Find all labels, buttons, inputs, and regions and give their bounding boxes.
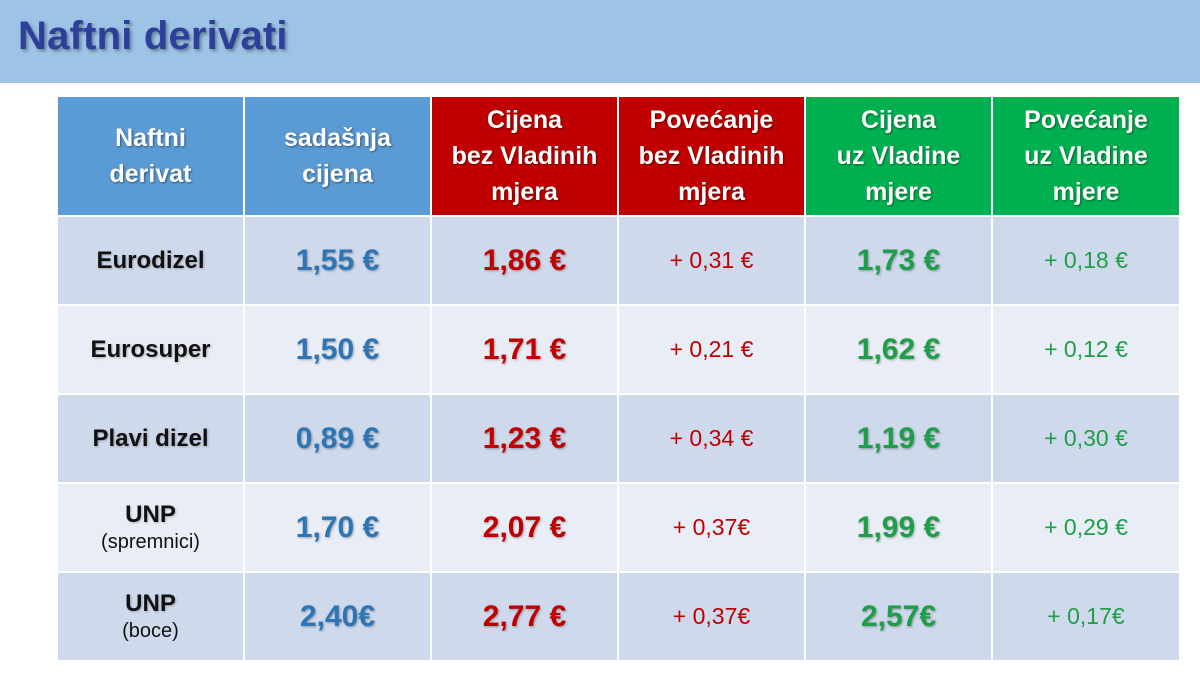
price-without-cell: 2,07 €	[430, 482, 619, 573]
increase-without-cell: + 0,34 €	[617, 393, 806, 484]
table-row: UNP (spremnici) 1,70 € 2,07 € + 0,37€ 1,…	[56, 482, 1181, 573]
header-increase-with-measures: Povećanje uz Vladine mjere	[991, 95, 1181, 217]
derivative-name: Plavi dizel	[92, 424, 209, 452]
derivative-cell: UNP (boce)	[56, 571, 245, 662]
table-row: Eurodizel 1,55 € 1,86 € + 0,31 € 1,73 € …	[56, 215, 1181, 306]
price-with-measures: 1,19 €	[856, 421, 941, 455]
increase-with-measures: + 0,17€	[1047, 603, 1125, 629]
header-derivative: Naftni derivat	[56, 95, 245, 217]
derivative-cell: UNP (spremnici)	[56, 482, 245, 573]
table-row: Plavi dizel 0,89 € 1,23 € + 0,34 € 1,19 …	[56, 393, 1181, 484]
price-without-cell: 1,23 €	[430, 393, 619, 484]
price-without-cell: 2,77 €	[430, 571, 619, 662]
current-price: 1,50 €	[295, 332, 380, 366]
price-without-cell: 1,86 €	[430, 215, 619, 306]
increase-with-cell: + 0,30 €	[991, 393, 1181, 484]
current-price: 1,55 €	[295, 243, 380, 277]
derivative-cell: Plavi dizel	[56, 393, 245, 484]
derivative-name: UNP	[125, 500, 176, 528]
increase-with-cell: + 0,18 €	[991, 215, 1181, 306]
price-with-cell: 2,57€	[804, 571, 993, 662]
table-row: Eurosuper 1,50 € 1,71 € + 0,21 € 1,62 € …	[56, 304, 1181, 395]
price-with-measures: 1,73 €	[856, 243, 941, 277]
increase-without-measures: + 0,37€	[672, 603, 751, 629]
header-price-with-measures: Cijena uz Vladine mjere	[804, 95, 993, 217]
price-with-measures: 2,57€	[860, 599, 937, 633]
price-table: Naftni derivat sadašnja cijena Cijena be…	[56, 95, 1181, 662]
derivative-cell: Eurosuper	[56, 304, 245, 395]
increase-without-measures: + 0,37€	[672, 514, 751, 540]
price-without-measures: 1,86 €	[482, 243, 567, 277]
increase-with-cell: + 0,17€	[991, 571, 1181, 662]
header-increase-without-measures: Povećanje bez Vladinih mjera	[617, 95, 806, 217]
derivative-name: Eurodizel	[96, 246, 205, 274]
price-without-measures: 1,23 €	[482, 421, 567, 455]
derivative-subtitle: (boce)	[122, 619, 179, 642]
derivative-subtitle: (spremnici)	[101, 530, 200, 553]
title-bar	[0, 0, 1200, 83]
increase-without-cell: + 0,37€	[617, 482, 806, 573]
increase-without-cell: + 0,21 €	[617, 304, 806, 395]
increase-without-cell: + 0,37€	[617, 571, 806, 662]
table-header-row: Naftni derivat sadašnja cijena Cijena be…	[56, 95, 1181, 217]
price-with-cell: 1,99 €	[804, 482, 993, 573]
current-price-cell: 1,55 €	[243, 215, 432, 306]
price-with-cell: 1,19 €	[804, 393, 993, 484]
increase-without-measures: + 0,31 €	[669, 247, 754, 273]
price-without-measures: 1,71 €	[482, 332, 567, 366]
current-price: 2,40€	[299, 599, 376, 633]
price-with-measures: 1,99 €	[856, 510, 941, 544]
increase-without-measures: + 0,34 €	[669, 425, 754, 451]
header-price-without-measures: Cijena bez Vladinih mjera	[430, 95, 619, 217]
page-title: Naftni derivati	[18, 14, 288, 58]
current-price: 0,89 €	[295, 421, 380, 455]
increase-with-cell: + 0,12 €	[991, 304, 1181, 395]
increase-without-cell: + 0,31 €	[617, 215, 806, 306]
derivative-name: UNP	[125, 589, 176, 617]
price-with-cell: 1,73 €	[804, 215, 993, 306]
price-with-cell: 1,62 €	[804, 304, 993, 395]
table-row: UNP (boce) 2,40€ 2,77 € + 0,37€ 2,57€ + …	[56, 571, 1181, 662]
price-without-cell: 1,71 €	[430, 304, 619, 395]
price-without-measures: 2,07 €	[482, 510, 567, 544]
price-without-measures: 2,77 €	[482, 599, 567, 633]
increase-with-cell: + 0,29 €	[991, 482, 1181, 573]
current-price-cell: 2,40€	[243, 571, 432, 662]
increase-without-measures: + 0,21 €	[669, 336, 754, 362]
current-price: 1,70 €	[295, 510, 380, 544]
derivative-name: Eurosuper	[90, 335, 211, 363]
current-price-cell: 1,70 €	[243, 482, 432, 573]
current-price-cell: 0,89 €	[243, 393, 432, 484]
price-with-measures: 1,62 €	[856, 332, 941, 366]
increase-with-measures: + 0,30 €	[1044, 425, 1128, 451]
increase-with-measures: + 0,12 €	[1044, 336, 1128, 362]
header-current-price: sadašnja cijena	[243, 95, 432, 217]
derivative-cell: Eurodizel	[56, 215, 245, 306]
increase-with-measures: + 0,29 €	[1044, 514, 1128, 540]
increase-with-measures: + 0,18 €	[1044, 247, 1128, 273]
current-price-cell: 1,50 €	[243, 304, 432, 395]
